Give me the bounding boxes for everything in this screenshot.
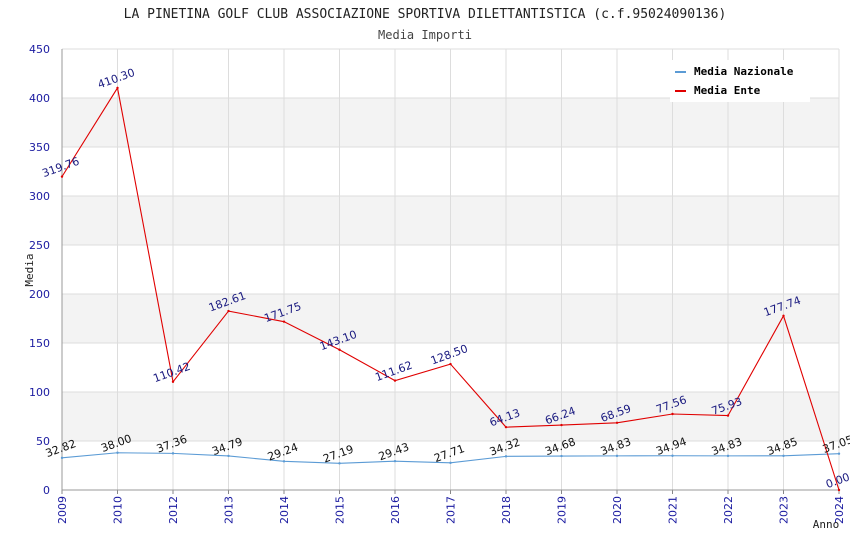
x-tick-label: 2012 [167, 496, 180, 524]
x-tick-label: 2021 [667, 496, 680, 524]
data-point-media-nazionale [449, 461, 452, 465]
legend-box [670, 60, 810, 102]
data-point-media-nazionale [837, 452, 841, 455]
x-tick-label: 2009 [56, 496, 69, 524]
x-tick-label: 2013 [223, 496, 236, 524]
x-tick-label: 2017 [445, 496, 458, 524]
data-point-media-ente [338, 348, 341, 351]
chart-title: LA PINETINA GOLF CLUB ASSOCIAZIONE SPORT… [124, 7, 727, 22]
legend-label-media-nazionale: Media Nazionale [694, 65, 794, 78]
data-point-media-nazionale [227, 454, 230, 458]
data-point-media-ente [671, 412, 674, 416]
axes [61, 49, 840, 494]
data-point-media-ente [171, 380, 175, 383]
x-tick-label: 2024 [833, 496, 846, 524]
y-tick-label: 250 [29, 239, 50, 252]
data-point-media-ente [282, 320, 286, 323]
data-point-media-nazionale [504, 455, 508, 458]
data-point-media-nazionale [615, 454, 619, 458]
series-lines [60, 86, 841, 492]
y-tick-label: 100 [29, 386, 50, 399]
x-tick-label: 2010 [112, 496, 125, 524]
data-point-media-nazionale [393, 459, 397, 463]
y-tick-label: 400 [29, 92, 50, 105]
y-tick-label: 200 [29, 288, 50, 301]
data-point-media-ente [449, 362, 452, 366]
chart-subtitle: Media Importi [378, 28, 472, 42]
x-tick-label: 2014 [278, 496, 291, 524]
x-tick-label: 2019 [556, 496, 569, 524]
x-axis-ticks: 2009 2010 2012 2013 2014 2015 2016 2017 2018 2019… [56, 496, 846, 524]
y-tick-label: 350 [29, 141, 50, 154]
y-tick-label: 450 [29, 43, 50, 56]
data-point-media-nazionale [726, 454, 730, 458]
data-point-media-nazionale [282, 460, 286, 463]
data-point-media-ente [504, 425, 508, 429]
data-point-media-ente [60, 175, 64, 178]
data-point-media-nazionale [782, 454, 785, 458]
data-point-media-nazionale [60, 456, 64, 460]
data-point-media-nazionale [171, 452, 175, 455]
data-point-media-nazionale [116, 451, 119, 454]
data-point-media-ente [227, 309, 230, 313]
data-point-media-ente [782, 314, 785, 318]
y-axis-label: Media [23, 253, 36, 286]
data-point-media-ente [393, 379, 397, 382]
x-tick-label: 2018 [500, 496, 513, 524]
legend-label-media-ente: Media Ente [694, 84, 761, 97]
data-point-media-ente [560, 423, 563, 427]
y-tick-label: 150 [29, 337, 50, 350]
data-point-media-ente [837, 488, 841, 492]
x-tick-label: 2015 [334, 496, 347, 524]
data-point-media-nazionale [338, 462, 341, 465]
y-tick-label: 0 [43, 484, 50, 497]
legend: Media Nazionale Media Ente [670, 60, 810, 102]
x-tick-label: 2022 [722, 496, 735, 524]
data-point-media-ente [615, 421, 619, 424]
y-tick-label: 300 [29, 190, 50, 203]
data-point-media-ente [116, 86, 119, 90]
x-tick-label: 2016 [389, 496, 402, 524]
x-tick-label: 2020 [611, 496, 624, 524]
data-point-media-nazionale [671, 454, 674, 457]
y-axis-ticks: 0 50 100 150 200 250 300 350 400 450 [29, 43, 50, 497]
x-tick-label: 2023 [778, 496, 791, 524]
data-point-media-nazionale [560, 454, 563, 458]
y-tick-label: 50 [36, 435, 50, 448]
data-point-media-ente [726, 414, 730, 417]
x-axis-label: Anno [813, 518, 840, 531]
